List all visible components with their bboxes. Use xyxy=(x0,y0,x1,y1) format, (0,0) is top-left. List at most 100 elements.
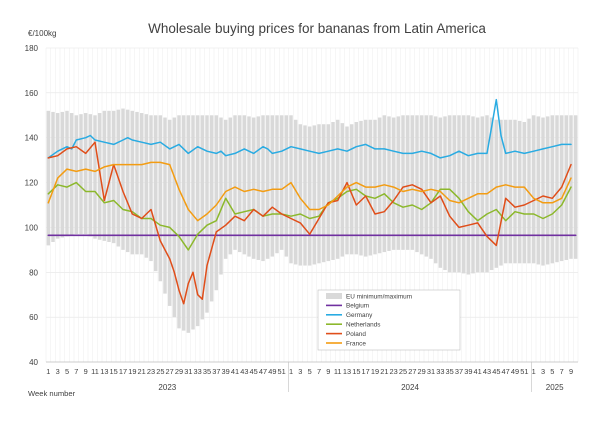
x-tick-label: 15 xyxy=(352,367,360,376)
eu-range-bar xyxy=(214,115,219,291)
x-tick-label: 9 xyxy=(569,367,573,376)
eu-range-bar xyxy=(125,109,130,253)
eu-range-bar xyxy=(153,115,158,272)
eu-range-bar xyxy=(298,124,303,266)
eu-range-bar xyxy=(261,115,265,262)
eu-range-bar xyxy=(223,119,228,259)
x-tick-label: 11 xyxy=(334,367,342,376)
eu-range-bar xyxy=(326,124,331,262)
eu-range-bar xyxy=(242,115,247,255)
eu-range-bar xyxy=(489,117,494,271)
eu-range-bar xyxy=(167,119,172,306)
eu-range-bars xyxy=(46,108,578,333)
x-tick-label: 33 xyxy=(436,367,444,376)
x-tick-label: 3 xyxy=(541,367,545,376)
y-tick-label: 40 xyxy=(29,358,38,367)
legend-label-eu-minimum-maximum: EU minimum/maximum xyxy=(346,293,412,300)
eu-range-bar xyxy=(545,116,550,265)
y-tick-labels: 40 60 80 100 120 140 160 180 xyxy=(25,44,39,367)
eu-range-bar xyxy=(228,117,233,255)
legend-label-germany: Germany xyxy=(346,312,373,319)
x-tick-label: 37 xyxy=(212,367,220,376)
x-tick-label: 3 xyxy=(56,367,60,376)
eu-range-bar xyxy=(219,117,223,275)
x-tick-label: 7 xyxy=(317,367,321,376)
x-tick-label: 41 xyxy=(474,367,482,376)
eu-range-bar xyxy=(429,115,433,259)
eu-range-bar xyxy=(102,110,107,241)
legend-label-belgium: Belgium xyxy=(346,303,369,310)
x-tick-label: 33 xyxy=(194,367,202,376)
x-tick-label: 1 xyxy=(46,367,50,376)
x-tick-label: 23 xyxy=(147,367,155,376)
x-tick-label: 51 xyxy=(278,367,286,376)
year-label: 2025 xyxy=(546,383,564,392)
eu-range-bar xyxy=(181,115,186,331)
eu-range-bar xyxy=(494,119,499,268)
eu-range-bar xyxy=(177,115,181,329)
eu-range-bar xyxy=(359,120,363,256)
eu-range-bar xyxy=(107,110,111,243)
y-tick-label: 120 xyxy=(25,179,39,188)
eu-range-bar xyxy=(499,119,503,266)
x-tick-label: 45 xyxy=(492,367,500,376)
eu-range-bar xyxy=(443,116,447,271)
x-tick-label: 7 xyxy=(74,367,78,376)
x-tick-label: 27 xyxy=(166,367,174,376)
eu-range-bar xyxy=(251,117,256,259)
eu-range-bar xyxy=(382,115,387,253)
x-tick-label: 37 xyxy=(455,367,463,376)
eu-range-bar xyxy=(88,114,93,237)
series-line-germany xyxy=(47,98,572,159)
eu-range-bar xyxy=(438,117,443,268)
y-tick-label: 160 xyxy=(25,89,39,98)
eu-range-bar xyxy=(461,115,466,274)
eu-range-bar xyxy=(541,117,545,266)
x-tick-label: 21 xyxy=(380,367,388,376)
eu-range-bar xyxy=(97,113,102,240)
eu-range-bar xyxy=(121,108,125,250)
x-tick-label: 39 xyxy=(464,367,472,376)
x-tick-label: 19 xyxy=(128,367,136,376)
x-tick-label: 25 xyxy=(399,367,407,376)
eu-range-bar xyxy=(527,118,531,264)
eu-range-bar xyxy=(471,116,475,274)
eu-range-bar xyxy=(135,111,139,255)
eu-range-bar xyxy=(419,115,424,255)
eu-range-bar xyxy=(83,113,88,235)
eu-range-bar xyxy=(270,115,275,257)
eu-range-bar xyxy=(531,115,536,264)
eu-range-bar xyxy=(387,116,391,251)
eu-range-bar xyxy=(69,113,74,236)
x-tick-label: 45 xyxy=(250,367,258,376)
eu-range-bar xyxy=(410,115,415,250)
eu-range-bar xyxy=(79,114,83,235)
eu-range-bar xyxy=(46,110,51,246)
x-tick-label: 39 xyxy=(222,367,230,376)
eu-range-bar xyxy=(279,115,284,250)
x-tick-label: 5 xyxy=(550,367,554,376)
series-line-poland xyxy=(47,141,572,305)
year-label: 2023 xyxy=(158,383,176,392)
eu-range-bar xyxy=(111,110,116,244)
eu-range-bar xyxy=(349,124,354,255)
eu-range-bar xyxy=(354,122,359,255)
x-tick-label: 47 xyxy=(259,367,267,376)
eu-range-bar xyxy=(522,122,527,264)
series-line-france xyxy=(47,161,572,222)
x-tick-label: 43 xyxy=(240,367,248,376)
eu-range-bar xyxy=(335,119,340,259)
eu-range-bar xyxy=(513,119,517,264)
eu-range-bar xyxy=(345,126,349,255)
gridlines xyxy=(45,47,579,363)
eu-range-bar xyxy=(172,117,177,318)
eu-range-bar xyxy=(93,115,97,239)
eu-range-bar xyxy=(475,117,480,273)
eu-range-bar xyxy=(317,124,321,264)
eu-range-bar xyxy=(265,115,270,259)
eu-range-bar xyxy=(65,110,69,237)
x-tick-label: 15 xyxy=(110,367,118,376)
x-tick-label: 11 xyxy=(91,367,99,376)
eu-range-bar xyxy=(191,115,195,330)
